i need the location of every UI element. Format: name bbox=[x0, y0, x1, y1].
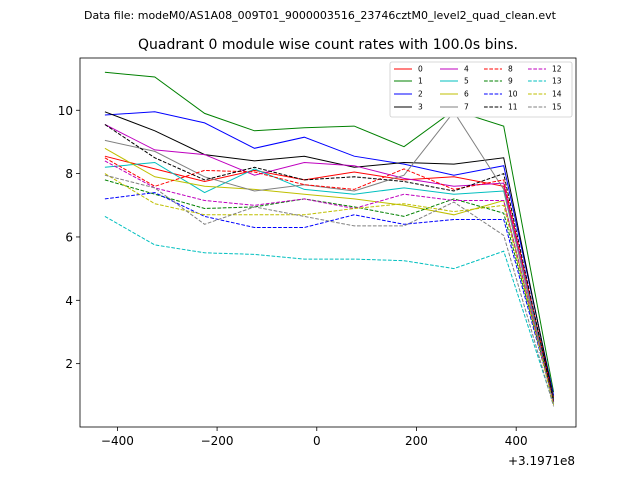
legend-label-6: 6 bbox=[464, 90, 469, 99]
legend-frame bbox=[389, 61, 573, 118]
y-tick-label: 2 bbox=[65, 357, 73, 371]
x-tick-label: 0 bbox=[313, 434, 321, 448]
series-line-15 bbox=[104, 174, 555, 407]
legend-label-12: 12 bbox=[552, 65, 562, 74]
x-tick-label: 200 bbox=[405, 434, 428, 448]
chart-title: Quadrant 0 module wise count rates with … bbox=[138, 37, 518, 53]
legend-label-13: 13 bbox=[552, 77, 562, 86]
legend-label-4: 4 bbox=[464, 65, 469, 74]
x-axis: −400 −200 0 200 400 bbox=[101, 427, 528, 448]
legend-label-11: 11 bbox=[508, 103, 518, 112]
series-line-0 bbox=[104, 155, 555, 398]
y-tick-label: 4 bbox=[65, 294, 73, 308]
legend-label-10: 10 bbox=[508, 90, 518, 99]
series-line-10 bbox=[104, 192, 555, 402]
legend-label-9: 9 bbox=[508, 77, 513, 86]
series-line-9 bbox=[104, 179, 555, 401]
series-line-1 bbox=[104, 71, 555, 393]
legend-label-1: 1 bbox=[418, 77, 423, 86]
y-tick-label: 6 bbox=[65, 230, 73, 244]
x-tick-label: 400 bbox=[505, 434, 528, 448]
legend-label-8: 8 bbox=[508, 65, 513, 74]
y-axis: 2 4 6 8 10 bbox=[58, 104, 80, 371]
series-line-3 bbox=[104, 111, 555, 399]
chart-suptitle: Data file: modeM0/AS1A08_009T01_90000035… bbox=[84, 9, 557, 22]
x-tick-label: −200 bbox=[201, 434, 234, 448]
series-layer bbox=[104, 71, 555, 407]
series-line-6 bbox=[104, 147, 555, 404]
legend-label-3: 3 bbox=[418, 103, 423, 112]
legend-label-5: 5 bbox=[464, 77, 469, 86]
x-offset-label: +3.1971e8 bbox=[508, 454, 575, 468]
legend-label-2: 2 bbox=[418, 90, 423, 99]
x-tick-label: −400 bbox=[101, 434, 134, 448]
plot-frame bbox=[79, 57, 577, 428]
legend-label-7: 7 bbox=[464, 103, 469, 112]
series-line-14 bbox=[104, 173, 555, 405]
series-line-2 bbox=[104, 111, 555, 396]
legend-label-14: 14 bbox=[552, 90, 562, 99]
y-tick-label: 10 bbox=[58, 104, 73, 118]
plot-area bbox=[80, 58, 576, 427]
series-line-13 bbox=[104, 215, 555, 405]
series-line-7 bbox=[104, 110, 555, 405]
series-line-12 bbox=[104, 160, 555, 404]
legend-label-15: 15 bbox=[552, 103, 562, 112]
series-line-8 bbox=[104, 157, 555, 401]
series-line-5 bbox=[104, 161, 555, 401]
y-tick-label: 8 bbox=[65, 167, 73, 181]
plot-background bbox=[80, 58, 576, 427]
series-line-11 bbox=[104, 124, 555, 402]
legend-label-0: 0 bbox=[418, 65, 423, 74]
